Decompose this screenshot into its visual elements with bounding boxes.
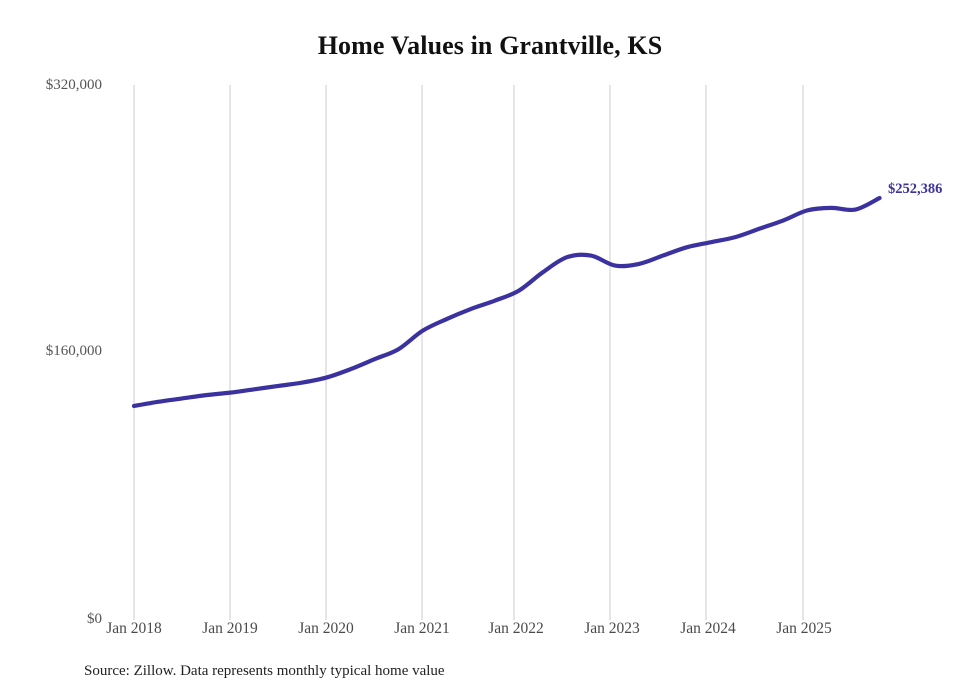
- xtick-label-jan-2020: Jan 2020: [298, 620, 354, 637]
- xtick-label-jan-2024: Jan 2024: [680, 620, 736, 637]
- gridlines: [133, 85, 804, 620]
- end-value-annotation: $252,386: [888, 181, 943, 197]
- ytick-label-0: $0: [87, 611, 102, 627]
- xtick-label-jan-2019: Jan 2019: [202, 620, 258, 637]
- data-line-typical-home-value: [131, 195, 882, 409]
- chart-title: Home Values in Grantville, KS: [317, 31, 663, 60]
- xtick-label-jan-2021: Jan 2021: [394, 620, 450, 637]
- xtick-label-jan-2018: Jan 2018: [106, 620, 162, 637]
- source-note: Source: Zillow. Data represents monthly …: [84, 663, 445, 679]
- xtick-label-jan-2023: Jan 2023: [584, 620, 640, 637]
- ytick-label-320000: $320,000: [45, 77, 102, 93]
- xtick-label-jan-2022: Jan 2022: [488, 620, 544, 637]
- ytick-label-160000: $160,000: [45, 343, 102, 359]
- xtick-label-jan-2025: Jan 2025: [776, 620, 832, 637]
